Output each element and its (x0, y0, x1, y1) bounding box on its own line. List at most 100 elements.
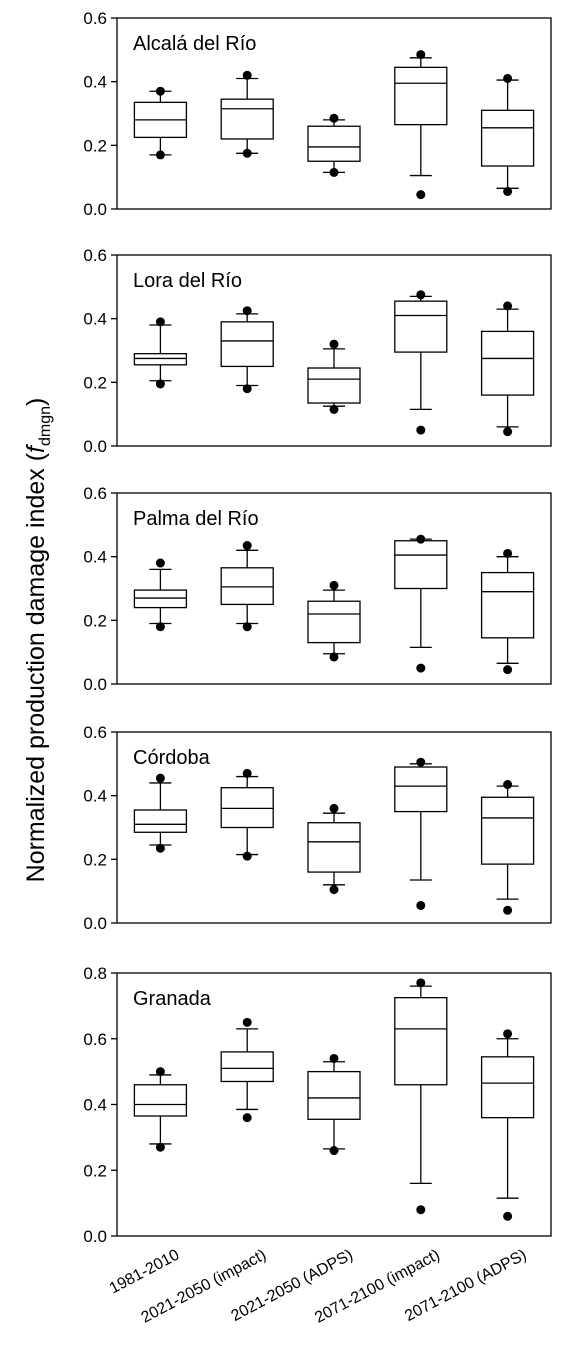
outlier-high (242, 306, 252, 316)
outlier-low (329, 652, 339, 662)
y-axis-label-variable: f (22, 443, 50, 453)
y-tick-label: 0.2 (83, 850, 107, 869)
outlier-low (416, 1205, 426, 1215)
outlier-low (155, 379, 165, 389)
box-iqr (394, 540, 448, 590)
outlier-high (155, 317, 165, 327)
outlier-high (329, 113, 339, 123)
box-iqr (480, 796, 535, 865)
box-4 (394, 534, 448, 673)
outlier-low (155, 843, 165, 853)
box-4 (394, 757, 448, 910)
outlier-high (503, 1029, 513, 1039)
y-tick-label: 0.6 (83, 484, 107, 503)
box-iqr (133, 1084, 188, 1117)
panel-4: 0.0 0.2 0.4 0.6 Córdoba (83, 723, 552, 933)
y-tick-label: 0.4 (83, 1096, 107, 1115)
box-3 (307, 113, 361, 177)
box-iqr (133, 353, 188, 366)
outlier-high (503, 780, 513, 790)
box-2 (220, 768, 274, 861)
panel-1: 0.0 0.2 0.4 0.6 Alcalá del Río (83, 9, 552, 219)
y-tick-label: 0.4 (83, 73, 107, 92)
panel-2: 0.0 0.2 0.4 0.6 Lora del Río (83, 246, 552, 456)
outlier-high (329, 803, 339, 813)
outlier-low (329, 1146, 339, 1156)
box-3 (307, 339, 361, 414)
box-1 (133, 773, 188, 853)
y-tick-label: 0.6 (83, 723, 107, 742)
box-4 (394, 290, 448, 435)
outlier-low (242, 622, 252, 632)
outlier-low (416, 663, 426, 673)
outlier-high (329, 339, 339, 349)
y-tick-label: 0.6 (83, 246, 107, 265)
outlier-low (416, 190, 426, 200)
box-iqr (220, 567, 274, 606)
outlier-high (242, 768, 252, 778)
outlier-high (503, 73, 513, 83)
outlier-low (242, 384, 252, 394)
outlier-low (242, 148, 252, 158)
box-3 (307, 1053, 361, 1156)
box-iqr (220, 321, 274, 368)
outlier-high (416, 50, 426, 60)
box-2 (220, 1017, 274, 1123)
outlier-low (503, 186, 513, 196)
outlier-high (242, 70, 252, 80)
y-axis-label: Normalized production damage index (fdmg… (22, 398, 54, 883)
box-iqr (394, 66, 448, 126)
box-2 (220, 541, 274, 632)
box-5 (480, 1029, 535, 1221)
box-iqr (394, 997, 448, 1086)
box-iqr (480, 330, 535, 396)
box-iqr (307, 822, 361, 873)
box-iqr (307, 125, 361, 162)
panel-5: 0.0 0.2 0.4 0.6 0.8 Granada (83, 964, 552, 1246)
outlier-low (416, 425, 426, 435)
box-iqr (220, 787, 274, 829)
outlier-low (329, 167, 339, 177)
outlier-low (242, 1113, 252, 1123)
y-tick-label: 0.4 (83, 787, 107, 806)
outlier-high (155, 86, 165, 96)
box-5 (480, 548, 535, 675)
box-1 (133, 1067, 188, 1152)
y-axis-label-main: Normalized production damage index ( (22, 452, 50, 882)
panel-frame (116, 731, 552, 924)
panel-title: Alcalá del Río (133, 33, 256, 55)
panel-title: Córdoba (133, 747, 211, 769)
y-tick-label: 0.0 (83, 437, 107, 456)
outlier-high (416, 290, 426, 300)
box-2 (220, 306, 274, 394)
outlier-high (416, 757, 426, 767)
box-iqr (220, 1051, 274, 1083)
outlier-high (503, 301, 513, 311)
outlier-high (155, 558, 165, 568)
box-iqr (480, 571, 535, 639)
outlier-high (242, 541, 252, 551)
box-1 (133, 86, 188, 160)
box-1 (133, 317, 188, 389)
outlier-low (242, 851, 252, 861)
box-5 (480, 780, 535, 915)
outlier-high (155, 773, 165, 783)
outlier-high (416, 534, 426, 544)
panel-frame (116, 254, 552, 447)
outlier-high (416, 978, 426, 988)
y-tick-label: 0.2 (83, 136, 107, 155)
box-1 (133, 558, 188, 632)
outlier-low (503, 665, 513, 675)
y-tick-label: 0.6 (83, 9, 107, 28)
box-iqr (394, 766, 448, 813)
y-tick-label: 0.0 (83, 675, 107, 694)
box-4 (394, 978, 448, 1215)
outlier-low (503, 1211, 513, 1221)
panel-frame (116, 492, 552, 685)
box-iqr (307, 367, 361, 404)
outlier-low (155, 622, 165, 632)
y-tick-label: 0.8 (83, 964, 107, 983)
box-5 (480, 301, 535, 437)
box-iqr (480, 109, 535, 167)
